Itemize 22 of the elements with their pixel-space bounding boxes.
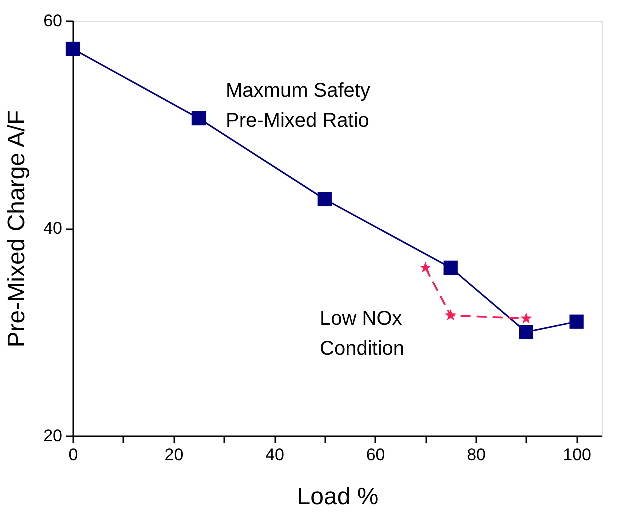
y-tick-label: 40 — [44, 219, 62, 238]
point — [192, 111, 206, 126]
y-tick-label: 60 — [44, 12, 62, 30]
x-tick-label: 80 — [467, 446, 486, 464]
point — [445, 310, 457, 321]
series-label: Low NOx Condition — [320, 308, 405, 360]
point — [318, 192, 332, 207]
x-tick-label: 100 — [563, 446, 592, 464]
point — [520, 312, 532, 324]
x-tick-label: 20 — [164, 446, 184, 464]
point — [420, 262, 432, 273]
y-axis-title: Pre-Mixed Charge A/F — [4, 110, 31, 348]
x-tick-label: 60 — [366, 446, 386, 464]
point — [519, 325, 534, 340]
point — [570, 314, 584, 329]
x-axis-title: Load % — [297, 484, 379, 510]
series-label: Maxmum Safety Pre-Mixed Ratio — [226, 80, 370, 132]
x-tick-label: 40 — [266, 446, 284, 464]
x-tick-label: 0 — [68, 446, 78, 464]
point — [66, 42, 80, 56]
point — [444, 260, 458, 275]
y-tick-label: 20 — [44, 426, 62, 446]
